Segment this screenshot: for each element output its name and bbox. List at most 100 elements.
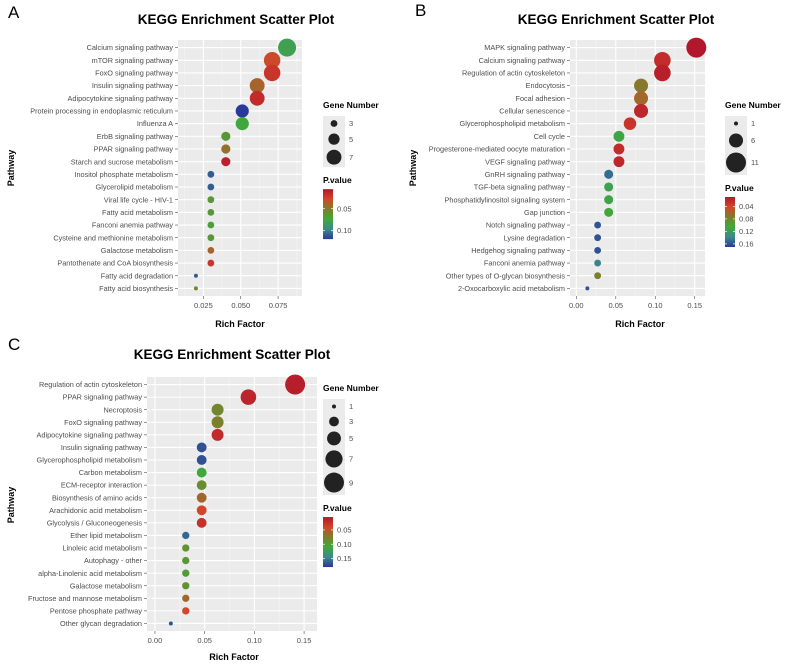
y-tick-label: Calcium signaling pathway (479, 56, 566, 65)
y-tick-label: Influenza A (137, 119, 173, 128)
size-legend-label: 7 (349, 153, 353, 162)
y-tick-label: Glycerophospholipid metabolism (460, 119, 565, 128)
y-tick-label: Pantothenate and CoA biosynthesis (57, 259, 173, 268)
x-tick-label: 0.05 (197, 636, 212, 645)
data-point (585, 286, 590, 291)
y-tick-label: Notch signaling pathway (486, 221, 565, 230)
data-point (263, 52, 281, 69)
y-tick-label: Phosphatidylinositol signaling system (445, 195, 565, 204)
x-tick-label: 0.00 (148, 636, 163, 645)
x-axis-label: Rich Factor (209, 652, 259, 662)
data-point (207, 259, 215, 267)
y-tick-label: Galactose metabolism (70, 581, 142, 590)
data-point (182, 607, 190, 615)
data-point (235, 104, 249, 118)
y-tick-label: Insulin signaling pathway (92, 81, 173, 90)
x-tick-label: 0.025 (194, 301, 213, 310)
y-tick-label: Insulin signaling pathway (61, 443, 142, 452)
y-tick-label: Adipocytokine signaling pathway (37, 430, 143, 439)
data-point (623, 117, 637, 130)
data-point (686, 37, 707, 58)
size-legend-circle (329, 416, 339, 427)
y-tick-label: Linoleic acid metabolism (63, 544, 143, 553)
y-tick-label: Cell cycle (534, 132, 565, 141)
colorbar (725, 197, 735, 248)
size-legend-circle (330, 120, 338, 127)
size-legend-label: 3 (349, 417, 353, 426)
color-legend-title: P.value (323, 503, 352, 513)
data-point (613, 130, 625, 142)
data-point (193, 273, 198, 278)
size-legend-label: 5 (349, 434, 353, 443)
y-tick-label: Regulation of actin cytoskeleton (39, 380, 142, 389)
y-tick-label: Glycerophospholipid metabolism (37, 456, 142, 465)
x-tick-label: 0.10 (648, 301, 663, 310)
y-tick-label: Fatty acid degradation (101, 271, 173, 280)
plot-background (178, 40, 302, 296)
plot-background (570, 40, 705, 296)
size-legend-label: 5 (349, 135, 353, 144)
size-legend-circle (728, 133, 744, 148)
y-tick-label: Cellular senescence (499, 107, 565, 116)
data-point (604, 207, 614, 217)
size-legend-circle (734, 121, 738, 126)
x-tick-label: 0.15 (687, 301, 702, 310)
y-tick-label: ErbB signaling pathway (97, 132, 174, 141)
colorbar-tick-label: 0.10 (337, 226, 352, 235)
y-tick-label: Cysteine and methionine metabolism (53, 233, 173, 242)
data-point (182, 582, 190, 590)
size-legend-circle (326, 149, 342, 165)
y-tick-label: ECM-receptor interaction (61, 481, 142, 490)
data-point (182, 544, 190, 552)
chart-title: KEGG Enrichment Scatter Plot (138, 12, 335, 27)
data-point (221, 131, 231, 141)
data-point (604, 182, 614, 192)
y-tick-label: Viral life cycle - HIV-1 (104, 195, 173, 204)
y-tick-label: Calcium signaling pathway (87, 43, 174, 52)
y-tick-label: Lysine degradation (504, 233, 565, 242)
colorbar-tick-label: 0.05 (337, 204, 352, 213)
data-point (221, 144, 231, 154)
data-point (207, 221, 215, 229)
color-legend-title: P.value (725, 183, 754, 193)
y-tick-label: Carbon metabolism (79, 468, 142, 477)
size-legend-title: Gene Number (323, 100, 379, 110)
y-tick-label: mTOR signaling pathway (92, 56, 174, 65)
size-legend-label: 11 (751, 158, 759, 167)
data-point (594, 259, 602, 267)
data-point (613, 143, 625, 155)
panel-b: B KEGG Enrichment Scatter Plot MAPK signal… (408, 1, 781, 329)
data-point (249, 78, 265, 94)
y-tick-label: Gap junction (524, 208, 565, 217)
data-point (634, 91, 649, 106)
colorbar-tick-label: 0.08 (739, 215, 754, 224)
colorbar (323, 189, 333, 240)
y-tick-label: Autophagy - other (84, 556, 143, 565)
data-point (168, 621, 173, 626)
data-point (221, 157, 231, 167)
panel-a: A KEGG Enrichment Scatter Plot Calcium sig… (6, 3, 379, 329)
chart-title: KEGG Enrichment Scatter Plot (518, 12, 715, 27)
y-tick-label: Necroptosis (103, 405, 142, 414)
data-point (211, 403, 224, 416)
y-axis-label: Pathway (408, 150, 418, 187)
panel-letter: A (8, 3, 20, 22)
y-tick-label: PPAR signaling pathway (63, 393, 143, 402)
y-tick-label: Fructose and mannose metabolism (28, 594, 142, 603)
data-point (604, 195, 614, 205)
data-point (211, 416, 224, 429)
y-tick-label: Focal adhesion (516, 94, 566, 103)
colorbar-tick-label: 0.12 (739, 227, 754, 236)
x-tick-label: 0.10 (247, 636, 262, 645)
data-point (613, 156, 625, 168)
data-point (196, 517, 207, 528)
x-tick-label: 0.075 (269, 301, 288, 310)
data-point (235, 117, 249, 131)
size-legend-label: 1 (349, 402, 353, 411)
data-point (196, 480, 207, 491)
y-tick-label: Fanconi anemia pathway (92, 221, 173, 230)
colorbar-tick-label: 0.10 (337, 540, 352, 549)
x-tick-label: 0.050 (231, 301, 250, 310)
data-point (594, 234, 602, 242)
x-tick-label: 0.15 (297, 636, 312, 645)
